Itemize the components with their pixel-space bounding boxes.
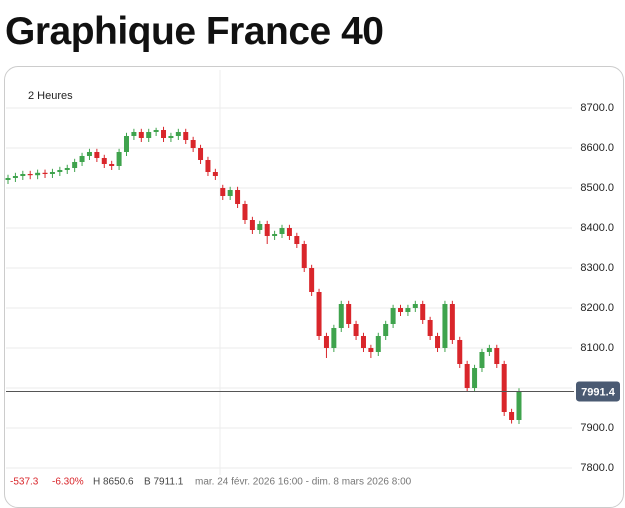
candle-body [146,132,152,138]
candle-body [175,132,181,136]
y-tick-label: 8400.0 [580,222,614,234]
candle-body [279,228,285,234]
y-tick-label: 8600.0 [580,142,614,154]
candle-body [301,244,307,268]
candle-body [12,176,18,178]
candle-body [116,152,122,166]
candle-body [94,152,100,158]
candle-body [272,234,278,236]
candle-body [257,224,263,230]
candle-body [20,174,26,176]
candle-body [449,304,455,340]
candle-body [331,328,337,348]
change: -537.3 [10,477,39,488]
y-tick-label: 7900.0 [580,422,614,434]
candle-body [101,158,107,164]
candle-body [464,364,470,388]
y-tick-label: 8700.0 [580,102,614,114]
period-low: B 7911.1 [144,477,184,488]
candle-body [435,336,441,348]
candle-body [198,148,204,160]
candle-body [35,172,41,176]
candle-body [368,348,374,352]
candle-body [509,412,515,420]
candle-body [153,130,159,132]
candle-body [494,348,500,364]
candle-body [338,304,344,328]
candle-body [220,188,226,196]
candle-body [79,156,85,162]
y-tick-label: 8500.0 [580,182,614,194]
candle-body [294,236,300,244]
page-title: Graphique France 40 [5,10,384,53]
change-pct: -6.30% [52,477,84,488]
candle-body [138,132,144,138]
candle-body [405,308,411,312]
candle-body [516,391,522,420]
period-high: H 8650.6 [93,477,134,488]
candle-body [27,174,33,176]
candle-body [42,172,48,174]
candle-body [190,140,196,148]
date-range: mar. 24 févr. 2026 16:00 - dim. 8 mars 2… [195,477,412,488]
page: Graphique France 40 2 Heures -537.3 -6.3… [4,10,624,508]
candle-body [49,172,55,174]
candle-body [109,164,115,166]
candle-body [64,168,70,170]
candle-body [242,204,248,220]
candle-body [131,132,137,136]
candle-body [398,308,404,312]
candle-body [479,352,485,368]
candle-body [264,224,270,236]
candle-body [383,324,389,336]
candle-body [168,136,174,138]
candle-body [353,324,359,336]
candle-body [412,304,418,308]
candle-body [457,340,463,364]
candle-body [57,170,63,172]
y-tick-label: 8200.0 [580,302,614,314]
candle-body [212,172,218,176]
candle-body [390,308,396,324]
candle-body [286,228,292,236]
y-tick-label: 7800.0 [580,462,614,474]
candle-body [86,152,92,156]
candle-body [501,364,507,412]
candle-body [323,336,329,348]
candle-body [227,190,233,196]
candle-body [5,178,11,180]
last-price-label: 7991.4 [581,386,616,398]
candle-body [309,268,315,292]
candle-body [375,336,381,352]
candle-body [442,304,448,348]
last-price-box [576,381,620,402]
candle-body [205,160,211,172]
y-tick-label: 8300.0 [580,262,614,274]
candle-body [346,304,352,324]
candle-body [123,136,129,152]
candle-body [420,304,426,320]
candle-body [472,368,478,388]
y-tick-label: 8100.0 [580,342,614,354]
candle-body [316,292,322,336]
candle-body [249,220,255,230]
candle-body [360,336,366,348]
candle-body [427,320,433,336]
candle-body [486,348,492,352]
candle-body [161,130,167,138]
candle-body [72,162,78,168]
candle-body [235,190,241,204]
interval-label: 2 Heures [28,90,73,102]
candle-body [183,132,189,140]
chart: 2 Heures -537.3 -6.30% H 8650.6 B 7911.1… [5,70,620,488]
